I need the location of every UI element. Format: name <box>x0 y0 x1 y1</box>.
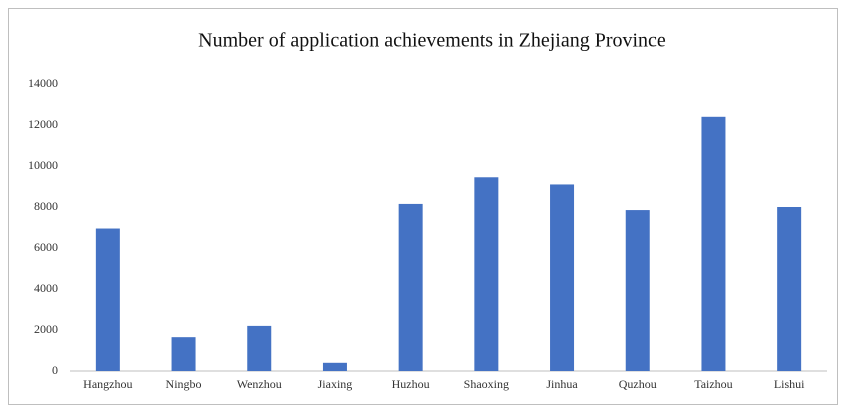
y-tick-label: 2000 <box>34 322 58 336</box>
x-tick-label: Ningbo <box>166 377 202 391</box>
x-tick-label: Jinhua <box>546 377 578 391</box>
y-tick-label: 4000 <box>34 281 58 295</box>
y-tick-label: 8000 <box>34 199 58 213</box>
x-tick-label: Quzhou <box>619 377 657 391</box>
x-tick-label: Huzhou <box>392 377 430 391</box>
bar <box>398 203 423 371</box>
bar <box>95 228 120 371</box>
bar <box>474 177 499 371</box>
y-tick-label: 12000 <box>28 117 58 131</box>
chart-frame <box>8 8 838 405</box>
bar <box>322 362 347 371</box>
y-tick-label: 6000 <box>34 240 58 254</box>
bar <box>701 116 726 371</box>
x-tick-label: Wenzhou <box>237 377 282 391</box>
bar <box>625 210 650 371</box>
x-tick-label: Shaoxing <box>464 377 509 391</box>
bar <box>777 207 802 371</box>
y-tick-label: 0 <box>52 363 58 377</box>
bar <box>550 184 575 371</box>
y-tick-label: 14000 <box>28 76 58 90</box>
x-tick-label: Hangzhou <box>83 377 132 391</box>
x-tick-label: Taizhou <box>694 377 732 391</box>
y-tick-label: 10000 <box>28 158 58 172</box>
bar <box>171 337 196 371</box>
x-tick-label: Lishui <box>774 377 805 391</box>
chart-title: Number of application achievements in Zh… <box>198 30 666 52</box>
x-tick-label: Jiaxing <box>318 377 353 391</box>
bar <box>247 325 272 371</box>
